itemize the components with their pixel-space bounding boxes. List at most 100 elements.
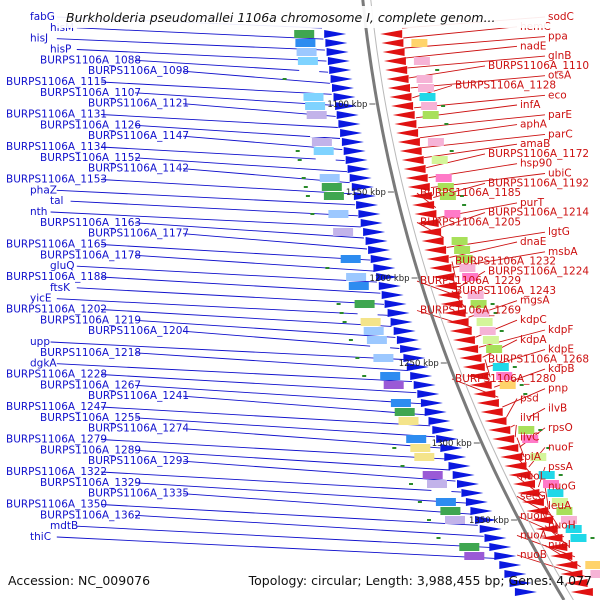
forward-feature-arrow	[390, 318, 413, 326]
reverse-track-block	[439, 192, 456, 200]
reverse-track-block	[454, 246, 471, 254]
reverse-track-block	[492, 363, 509, 371]
reverse-track-block	[418, 84, 434, 92]
gene-label: BURPS1106A_1350	[6, 499, 107, 511]
forward-track-block	[315, 156, 336, 164]
leader-line	[544, 486, 549, 507]
scale-tick-label: 1150 kbp	[346, 188, 386, 198]
reverse-feature-arrow	[437, 291, 460, 299]
forward-feature-arrow	[393, 327, 416, 335]
gene-label: BURPS1106A_1192	[488, 177, 589, 189]
gene-label: ftsK	[50, 282, 71, 294]
gene-label: ilvC	[520, 432, 539, 444]
forward-feature-arrow	[353, 192, 376, 200]
gene-label: BURPS1106A_1177	[88, 228, 189, 240]
outer-track-mark	[558, 474, 563, 476]
forward-track-block	[366, 336, 387, 344]
forward-track-block	[313, 147, 334, 155]
gene-label: kdpE	[548, 344, 574, 356]
forward-track-block	[360, 318, 381, 326]
gene-label: nuoB	[520, 549, 547, 561]
gene-label: phaZ	[30, 184, 57, 196]
reverse-track-block	[416, 75, 433, 83]
forward-track-block	[296, 48, 317, 56]
reverse-track-block	[444, 210, 461, 218]
forward-feature-arrow	[432, 426, 455, 434]
outer-track-mark	[449, 150, 454, 152]
reverse-feature-arrow	[504, 462, 527, 470]
outer-track-mark	[282, 78, 287, 80]
reverse-feature-arrow	[500, 453, 523, 461]
forward-feature-arrow	[403, 354, 426, 362]
forward-feature-arrow	[333, 93, 356, 101]
forward-feature-arrow	[457, 480, 479, 488]
leader-line	[449, 241, 518, 258]
forward-track-block	[348, 282, 369, 290]
leader-line	[76, 27, 324, 40]
reverse-track-block	[479, 327, 496, 335]
reverse-feature-arrow	[383, 57, 406, 65]
outer-track-mark	[355, 357, 360, 359]
forward-track-block	[422, 471, 443, 479]
reverse-track-block	[570, 534, 587, 542]
leader-line	[100, 374, 417, 394]
gene-label: secG	[520, 490, 546, 502]
forward-feature-arrow	[384, 300, 407, 308]
forward-feature-arrow	[358, 210, 381, 218]
leader-line	[76, 265, 377, 283]
leader-line	[56, 38, 325, 51]
outer-track-mark	[295, 150, 300, 152]
leader-line	[56, 363, 413, 383]
leader-line	[417, 114, 546, 129]
outer-track-mark	[409, 483, 413, 485]
gene-label: otsA	[548, 70, 572, 82]
gene-label: purT	[520, 197, 545, 209]
reverse-track-block	[422, 111, 439, 119]
forward-feature-arrow	[396, 336, 419, 344]
reverse-feature-arrow	[449, 327, 472, 335]
forward-track-block	[410, 444, 431, 452]
forward-feature-arrow	[452, 471, 475, 479]
forward-feature-arrow	[338, 120, 361, 128]
forward-feature-arrow	[424, 408, 447, 416]
chromosome-backbone-inner	[370, 0, 574, 600]
scale-tick-label: 1200 kbp	[370, 274, 410, 284]
reverse-feature-arrow	[429, 264, 452, 272]
forward-feature-arrow	[332, 84, 354, 92]
reverse-track-block	[530, 453, 547, 461]
outer-track-mark	[444, 123, 449, 125]
outer-track-mark	[336, 303, 341, 305]
scale-tick-label: 1300 kbp	[432, 439, 472, 449]
scale-tick-label: 1250 kbp	[399, 359, 439, 369]
leader-line	[182, 428, 441, 449]
gene-label: BURPS1106A_1224	[488, 265, 589, 277]
gene-label: ilvH	[520, 412, 540, 424]
gene-label: BURPS1106A_1107	[40, 87, 141, 99]
gene-label: dgkA	[30, 358, 57, 370]
leader-line	[100, 406, 431, 427]
leader-line	[100, 276, 381, 294]
forward-track-block	[484, 588, 505, 596]
gene-label: BURPS1106A_1172	[488, 148, 589, 160]
reverse-feature-arrow	[473, 390, 496, 398]
reverse-feature-arrow	[401, 156, 424, 164]
forward-feature-arrow	[381, 291, 404, 299]
reverse-track-block	[427, 138, 444, 146]
leader-line	[50, 211, 361, 228]
leader-line	[440, 212, 486, 228]
forward-feature-arrow	[509, 579, 532, 587]
forward-feature-arrow	[349, 174, 372, 182]
leader-line	[134, 319, 396, 338]
forward-track-block	[380, 372, 401, 380]
reverse-feature-arrow	[443, 309, 466, 317]
topology-text: Topology: circular; Length: 3,988,455 bp…	[248, 573, 592, 588]
reverse-feature-arrow	[394, 120, 417, 128]
forward-feature-arrow	[341, 138, 364, 146]
forward-track-block	[340, 255, 361, 263]
reverse-track-block	[482, 336, 499, 344]
forward-feature-arrow	[448, 462, 471, 470]
gene-label: BURPS1106A_1228	[6, 369, 107, 381]
forward-feature-arrow	[340, 129, 363, 137]
gene-label: BURPS1106A_1185	[420, 187, 521, 199]
gene-label: BURPS1106A_1219	[40, 314, 141, 326]
